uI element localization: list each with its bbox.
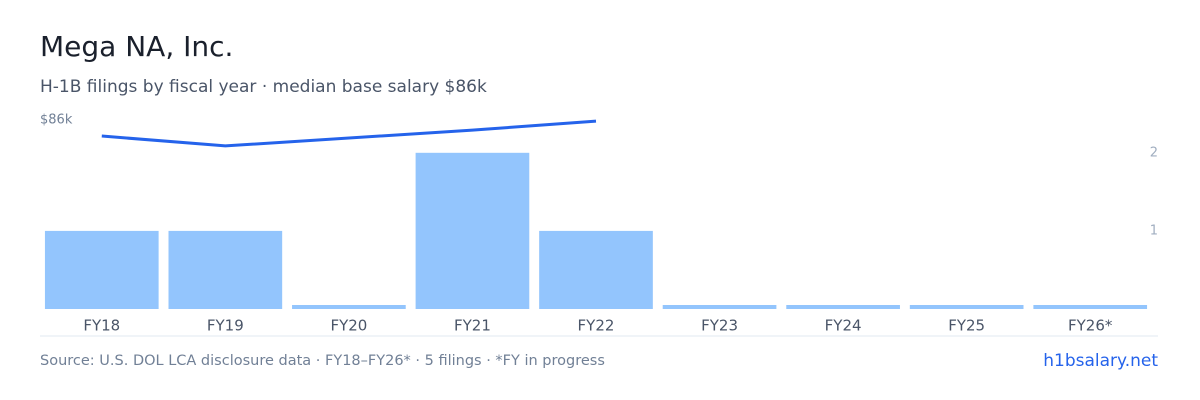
bar — [415, 152, 530, 309]
x-tick-label: FY22 — [578, 317, 615, 335]
x-tick-label: FY20 — [330, 317, 367, 335]
y-tick-label: $86k — [40, 113, 73, 128]
y2-tick-label: 2 — [1150, 145, 1158, 160]
bar — [662, 305, 777, 309]
chart-subtitle: H-1B filings by fiscal year · median bas… — [40, 77, 487, 97]
x-tick-label: FY21 — [454, 317, 491, 335]
x-tick-label: FY25 — [948, 317, 985, 335]
bar — [909, 305, 1024, 309]
bar — [292, 305, 406, 309]
source-note: Source: U.S. DOL LCA disclosure data · F… — [40, 353, 605, 369]
x-tick-label: FY18 — [83, 317, 120, 335]
chart-title: Mega NA, Inc. — [40, 30, 233, 63]
x-tick-label: FY26* — [1068, 317, 1113, 335]
x-tick-label: FY19 — [207, 317, 244, 335]
bar — [539, 230, 653, 309]
x-tick-label: FY24 — [825, 317, 862, 335]
bar — [1033, 305, 1148, 309]
bar — [44, 230, 159, 309]
bar — [786, 305, 900, 309]
y2-tick-label: 1 — [1150, 223, 1158, 238]
site-link[interactable]: h1bsalary.net — [1043, 351, 1158, 371]
salary-line — [101, 119, 597, 148]
bar — [168, 230, 283, 309]
x-tick-label: FY23 — [701, 317, 738, 335]
